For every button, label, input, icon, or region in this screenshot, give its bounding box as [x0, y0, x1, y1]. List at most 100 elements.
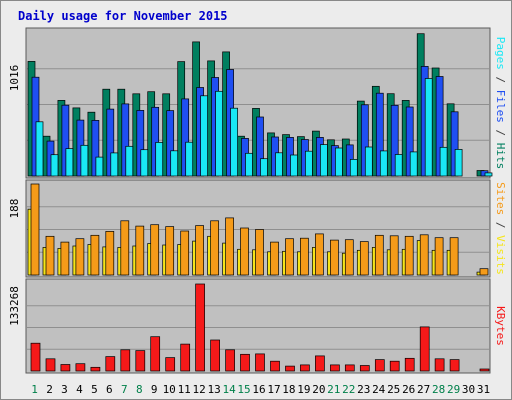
bar-pages	[185, 141, 194, 177]
bar-sites	[389, 235, 399, 276]
bar-files	[166, 110, 175, 177]
bar-sites	[285, 238, 294, 276]
bar-pages	[125, 145, 134, 177]
bar-kbytes	[90, 366, 101, 372]
bar-kbytes	[434, 358, 445, 372]
bar-kbytes	[449, 359, 460, 372]
bar-sites	[105, 231, 115, 276]
chart-title: Daily usage for November 2015	[18, 9, 228, 23]
legend-label: Files	[494, 90, 507, 123]
legend-label: /	[494, 215, 507, 235]
bar-pages	[305, 150, 313, 177]
bar-sites	[195, 225, 204, 276]
bar-sites	[45, 235, 55, 276]
bar-kbytes	[404, 357, 415, 372]
bar-files	[256, 116, 264, 177]
bar-sites	[374, 234, 384, 276]
bar-sites	[344, 239, 354, 276]
day-label: 14	[222, 383, 236, 396]
day-label: 27	[417, 383, 430, 396]
bar-sites	[60, 241, 70, 276]
day-label: 23	[357, 383, 370, 396]
bar-sites	[90, 234, 100, 276]
day-label: 26	[402, 383, 415, 396]
y-max-label: 133268	[8, 286, 21, 326]
day-label: 12	[192, 383, 205, 396]
panel-visits-sites: 188 Sites / Visits	[8, 179, 507, 278]
day-label: 13	[207, 383, 220, 396]
bar-sites	[210, 220, 219, 276]
bar-sites	[419, 234, 429, 276]
bar-kbytes	[389, 360, 400, 372]
legend-label: /	[494, 70, 507, 90]
bar-sites	[135, 225, 145, 276]
side-legend: Pages / Files / Hits	[494, 37, 507, 170]
bar-kbytes	[315, 355, 325, 372]
bar-pages	[409, 151, 418, 177]
bar-sites	[270, 241, 279, 276]
day-label: 24	[372, 383, 386, 396]
chart-panels: 1016 Pages / Files / Hits 188 Sites / Visit…	[8, 27, 507, 374]
bar-files	[121, 103, 130, 177]
bar-pages	[275, 152, 283, 177]
legend-label: KBytes	[494, 306, 507, 346]
bar-sites	[330, 239, 339, 276]
bar-kbytes	[344, 364, 355, 372]
day-label: 1	[31, 383, 38, 396]
day-label: 19	[297, 383, 310, 396]
bar-pages	[320, 144, 328, 177]
bar-kbytes	[419, 326, 430, 372]
bar-sites	[75, 238, 85, 276]
day-label: 11	[178, 383, 191, 396]
legend-label: Sites	[494, 182, 507, 215]
panel-hits-files-pages: 1016 Pages / Files / Hits	[8, 27, 507, 179]
bar-sites	[240, 227, 249, 276]
bar-pages	[110, 152, 119, 177]
bar-kbytes	[285, 365, 295, 372]
bar-files	[151, 106, 160, 177]
bar-pages	[394, 154, 403, 177]
day-label: 18	[282, 383, 295, 396]
bar-pages	[424, 78, 433, 177]
day-label: 31	[477, 383, 490, 396]
day-label: 16	[252, 383, 265, 396]
legend-label: Pages	[494, 37, 507, 70]
bar-pages	[170, 150, 179, 177]
bar-kbytes	[150, 336, 161, 372]
day-label: 9	[151, 383, 158, 396]
bar-pages	[65, 148, 74, 177]
day-label: 28	[432, 383, 445, 396]
bar-sites	[30, 183, 40, 276]
bar-pages	[364, 146, 373, 177]
bar-pages	[379, 150, 388, 177]
side-legend: KBytes	[494, 306, 507, 346]
day-label: 6	[106, 383, 113, 396]
bar-pages	[290, 154, 298, 177]
bar-sites	[120, 220, 130, 276]
bar-sites	[315, 233, 324, 276]
bar-files	[390, 104, 399, 177]
bar-pages	[200, 95, 208, 177]
y-max-label: 1016	[8, 65, 21, 92]
bar-sites	[180, 230, 190, 276]
bar-sites	[300, 237, 309, 276]
bar-kbytes	[120, 349, 131, 372]
day-label: 29	[447, 383, 460, 396]
day-label: 4	[76, 383, 83, 396]
day-label: 17	[267, 383, 280, 396]
bar-files	[450, 111, 459, 177]
day-label: 20	[312, 383, 325, 396]
bar-pages	[95, 156, 104, 177]
bar-kbytes	[105, 356, 116, 372]
bar-kbytes	[75, 363, 86, 372]
bar-sites	[150, 224, 160, 276]
day-label: 21	[327, 383, 340, 396]
bar-kbytes	[210, 339, 220, 372]
day-label: 30	[462, 383, 475, 396]
day-label: 2	[46, 383, 53, 396]
bar-kbytes	[270, 360, 280, 372]
day-label: 22	[342, 383, 355, 396]
bar-kbytes	[180, 343, 191, 372]
bar-files	[136, 110, 145, 177]
side-legend: Sites / Visits	[494, 182, 507, 275]
